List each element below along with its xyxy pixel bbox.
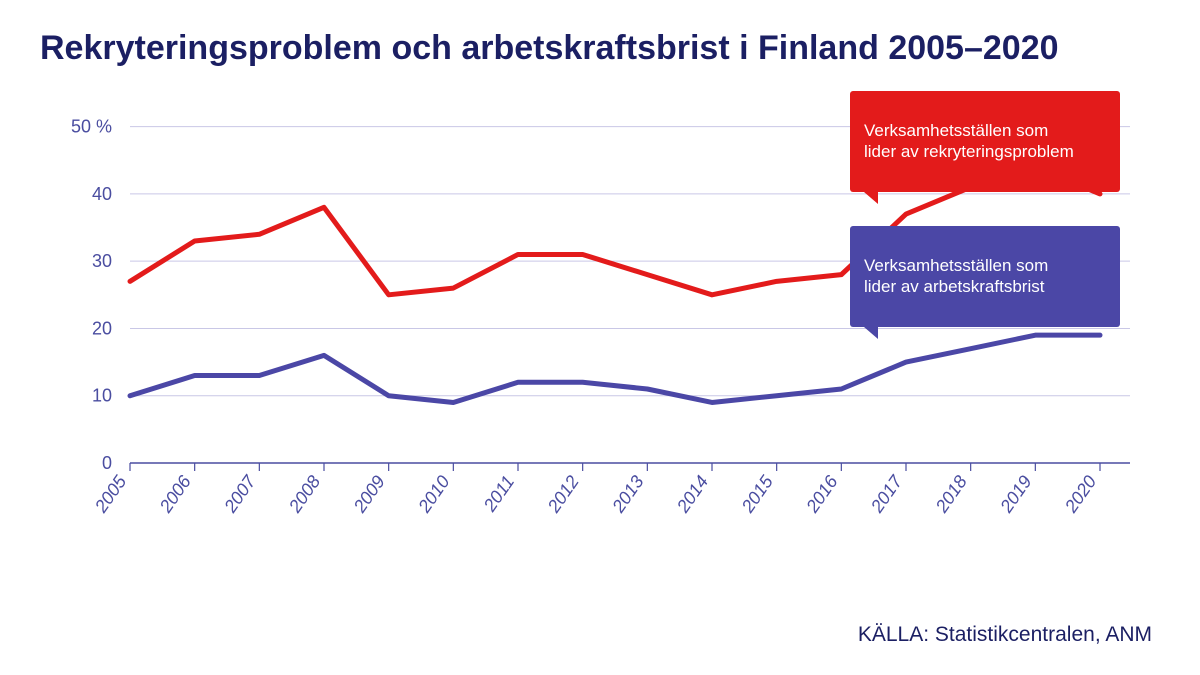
svg-text:50 %: 50 % [71,116,112,136]
svg-text:2018: 2018 [931,472,971,517]
svg-text:2019: 2019 [996,472,1036,517]
svg-text:2020: 2020 [1060,472,1100,517]
callout-pointer-icon [864,327,878,339]
svg-text:2013: 2013 [608,472,648,517]
svg-text:2017: 2017 [866,471,906,517]
svg-text:30: 30 [92,251,112,271]
svg-text:2009: 2009 [349,472,389,517]
legend-label: Verksamhetsställen som lider av rekryter… [864,121,1074,161]
svg-text:2008: 2008 [284,472,324,517]
svg-text:2012: 2012 [543,472,583,517]
svg-text:2011: 2011 [479,472,518,516]
svg-text:2010: 2010 [414,472,454,517]
svg-text:20: 20 [92,318,112,338]
callout-pointer-icon [864,192,878,204]
svg-text:2016: 2016 [802,471,842,517]
svg-text:2006: 2006 [155,471,195,517]
legend-callout-arbetskraftsbrist: Verksamhetsställen som lider av arbetskr… [850,226,1120,327]
page-title: Rekryteringsproblem och arbetskraftsbris… [40,28,1160,69]
svg-text:2014: 2014 [672,472,712,517]
source-attribution: KÄLLA: Statistikcentralen, ANM [858,623,1152,647]
svg-text:2015: 2015 [737,471,777,517]
chart-area: 0 10 20 30 40 50 % 2005 2006 2007 2008 2009 2010 201… [40,83,1160,543]
svg-text:2007: 2007 [220,471,260,517]
legend-callout-rekryteringsproblem: Verksamhetsställen som lider av rekryter… [850,91,1120,192]
svg-text:2005: 2005 [90,471,130,517]
legend-label: Verksamhetsställen som lider av arbetskr… [864,256,1048,296]
svg-text:0: 0 [102,453,112,473]
svg-text:40: 40 [92,184,112,204]
svg-text:10: 10 [92,386,112,406]
